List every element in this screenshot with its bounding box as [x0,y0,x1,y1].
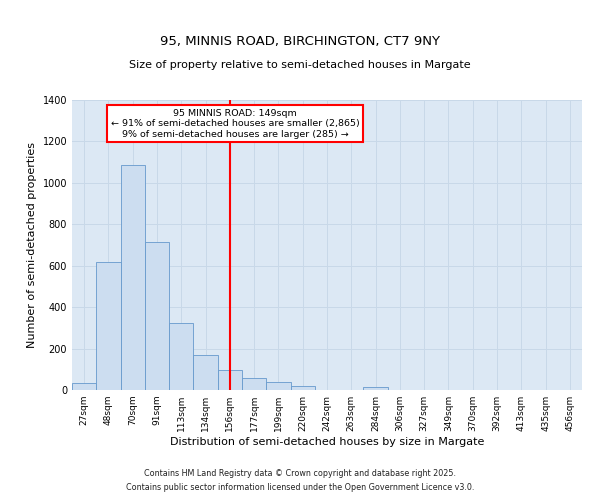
Bar [96,262,121,390]
Text: Contains HM Land Registry data © Crown copyright and database right 2025.: Contains HM Land Registry data © Crown c… [144,468,456,477]
Bar [145,242,169,390]
Bar [72,383,96,390]
Bar [266,382,290,390]
X-axis label: Distribution of semi-detached houses by size in Margate: Distribution of semi-detached houses by … [170,437,484,447]
Bar [218,370,242,390]
Bar [290,386,315,390]
Text: 95, MINNIS ROAD, BIRCHINGTON, CT7 9NY: 95, MINNIS ROAD, BIRCHINGTON, CT7 9NY [160,35,440,48]
Bar [121,166,145,390]
Bar [193,355,218,390]
Text: 95 MINNIS ROAD: 149sqm
← 91% of semi-detached houses are smaller (2,865)
9% of s: 95 MINNIS ROAD: 149sqm ← 91% of semi-det… [111,108,359,138]
Bar [364,387,388,390]
Y-axis label: Number of semi-detached properties: Number of semi-detached properties [27,142,37,348]
Text: Size of property relative to semi-detached houses in Margate: Size of property relative to semi-detach… [129,60,471,70]
Bar [169,322,193,390]
Text: Contains public sector information licensed under the Open Government Licence v3: Contains public sector information licen… [126,484,474,492]
Bar [242,378,266,390]
